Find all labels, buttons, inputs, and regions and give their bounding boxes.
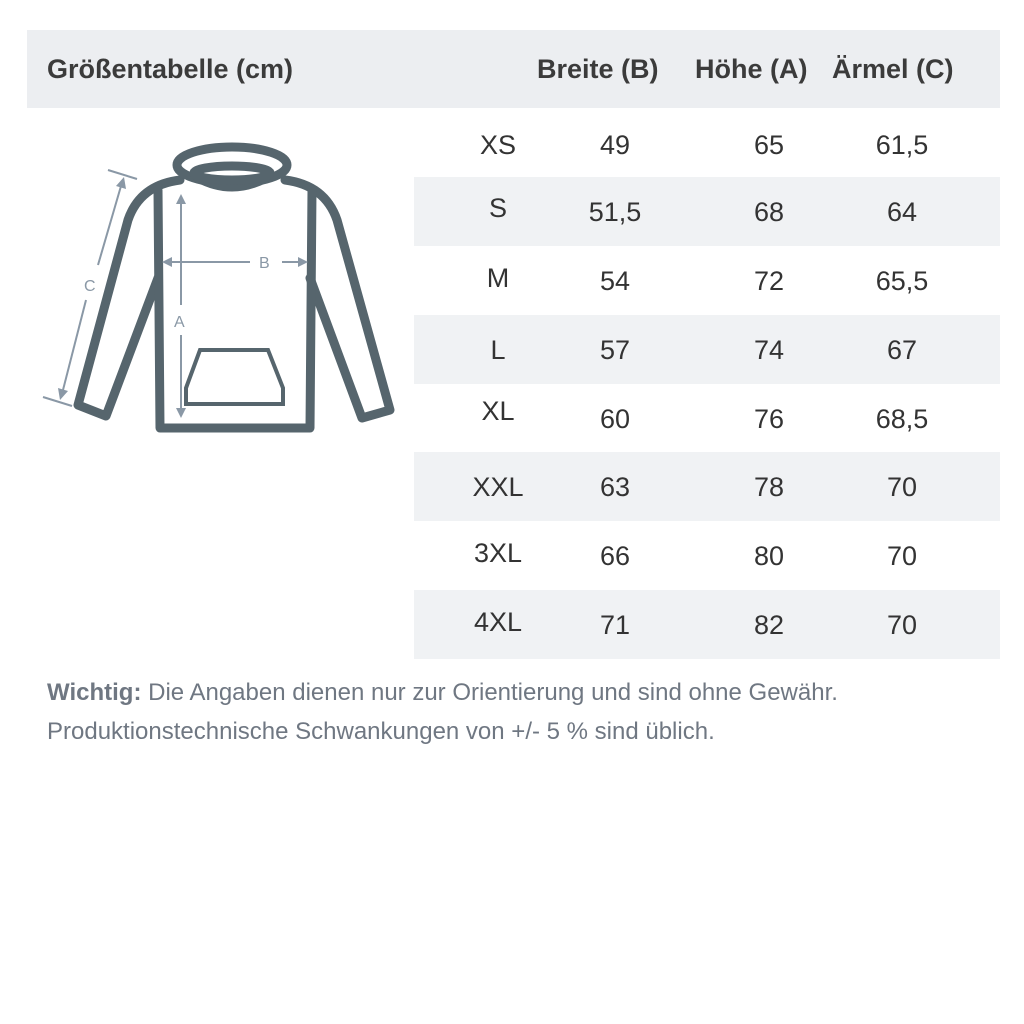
hoodie-diagram: A B C <box>42 142 395 433</box>
cell-aermel: 68,5 <box>875 404 929 434</box>
cell-size: 4XL <box>473 607 523 637</box>
cell-hoehe: 82 <box>753 610 785 640</box>
table-row: 3XL 66 80 70 <box>414 521 1000 590</box>
table-row: L 57 74 67 <box>414 315 1000 384</box>
cell-size: XXL <box>472 472 524 502</box>
label-a: A <box>174 314 185 331</box>
cell-breite: 66 <box>599 541 631 571</box>
note-line-2: Produktionstechnische Schwankungen von +… <box>47 718 715 745</box>
label-b: B <box>259 255 270 272</box>
cell-size: M <box>486 263 510 293</box>
cell-aermel: 67 <box>886 335 918 365</box>
cell-size: XS <box>479 130 517 160</box>
table-title: Größentabelle (cm) <box>47 54 294 84</box>
cell-breite: 60 <box>599 404 631 434</box>
cell-aermel: 70 <box>886 472 918 502</box>
cell-aermel: 65,5 <box>875 266 929 296</box>
arrow-c <box>97 185 122 266</box>
cell-aermel: 61,5 <box>875 130 929 160</box>
cell-breite: 49 <box>599 130 631 160</box>
cell-breite: 57 <box>599 335 631 365</box>
label-c: C <box>84 278 96 295</box>
table-row: XXL 63 78 70 <box>414 452 1000 521</box>
note-text-1: Die Angaben dienen nur zur Orientierung … <box>148 679 838 706</box>
cell-hoehe: 76 <box>753 404 785 434</box>
pocket <box>184 348 285 406</box>
cell-size: S <box>488 193 508 223</box>
hoodie-outline <box>73 142 395 433</box>
note-label: Wichtig: <box>47 679 142 706</box>
cell-size: L <box>490 335 506 365</box>
column-header-aermel: Ärmel (C) <box>832 54 954 84</box>
table-row: 4XL 71 82 70 <box>414 590 1000 659</box>
table-row: XL 60 76 68,5 <box>414 384 1000 453</box>
cell-hoehe: 78 <box>753 472 785 502</box>
cell-aermel: 70 <box>886 610 918 640</box>
column-header-hoehe: Höhe (A) <box>695 54 808 84</box>
cell-hoehe: 65 <box>753 130 785 160</box>
cell-breite: 54 <box>599 266 631 296</box>
cell-hoehe: 80 <box>753 541 785 571</box>
table-row: XS 49 65 61,5 <box>414 110 1000 179</box>
cell-size: XL <box>481 396 515 426</box>
note-line-1: Wichtig: Die Angaben dienen nur zur Orie… <box>47 679 838 707</box>
table-row: S 51,5 68 64 <box>414 177 1000 246</box>
cell-breite: 71 <box>599 610 631 640</box>
cell-aermel: 70 <box>886 541 918 571</box>
cell-hoehe: 74 <box>753 335 785 365</box>
table-row: M 54 72 65,5 <box>414 246 1000 315</box>
cell-breite: 63 <box>599 472 631 502</box>
column-header-breite: Breite (B) <box>537 54 659 84</box>
cell-breite: 51,5 <box>588 197 642 227</box>
cell-hoehe: 72 <box>753 266 785 296</box>
cell-hoehe: 68 <box>753 197 785 227</box>
cell-aermel: 64 <box>886 197 918 227</box>
cell-size: 3XL <box>473 538 523 568</box>
table-header: Größentabelle (cm) Breite (B) Höhe (A) Ä… <box>27 30 1000 108</box>
